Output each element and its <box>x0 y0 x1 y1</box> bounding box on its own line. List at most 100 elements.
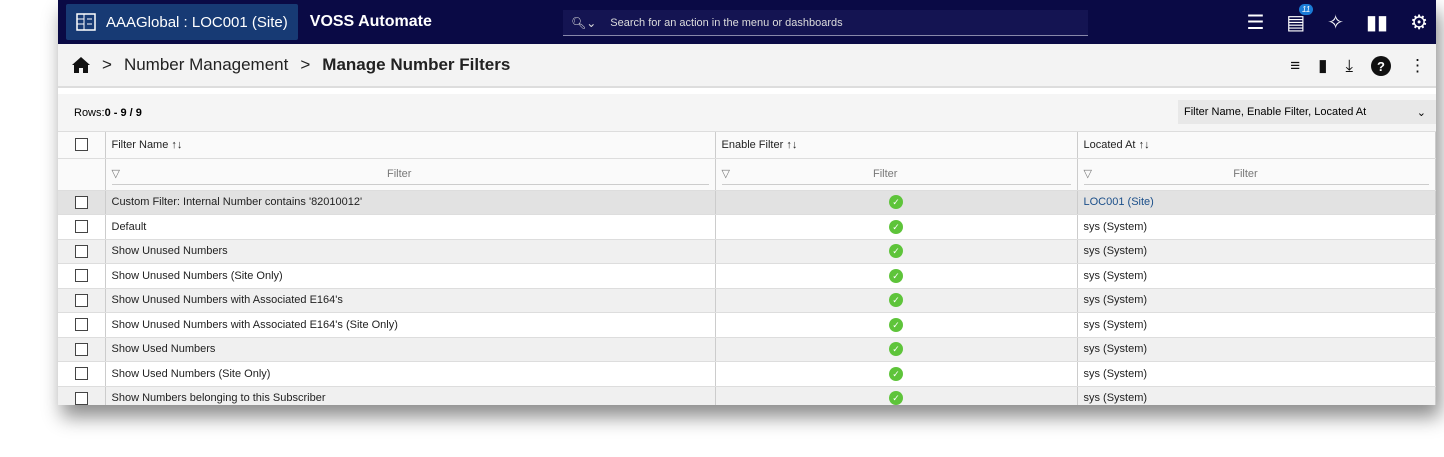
filter-name-cell[interactable]: Show Used Numbers (Site Only) <box>105 361 716 387</box>
list-numbered-icon[interactable]: ☰ <box>1246 11 1265 34</box>
check-circle-icon: ✓ <box>889 342 903 357</box>
rows-bar: Rows: 0 - 9 / 9 Filter Name, Enable Filt… <box>58 94 1436 132</box>
chevron-down-icon[interactable]: ⌄ <box>1416 106 1426 119</box>
sort-icon[interactable]: ↑↓ <box>786 138 798 151</box>
row-checkbox[interactable] <box>74 220 88 234</box>
trash-icon[interactable]: ▮ <box>1318 56 1328 75</box>
enable-filter-cell: ✓ <box>715 190 1078 215</box>
breadcrumb-number-management[interactable]: Number Management <box>123 55 289 74</box>
table-row[interactable]: Show Numbers belonging to this Subscribe… <box>58 386 1436 405</box>
page-title: Manage Number Filters <box>322 55 511 74</box>
column-selector[interactable]: Filter Name, Enable Filter, Located At ⌄ <box>1178 100 1436 124</box>
book-icon[interactable]: ▮▮ <box>1366 11 1389 34</box>
table-row[interactable]: Show Unused Numbers with Associated E164… <box>58 312 1436 338</box>
app-window: AAAGlobal : LOC001 (Site) VOSS Automate … <box>58 0 1436 405</box>
row-checkbox[interactable] <box>74 367 88 381</box>
enable-filter-cell: ✓ <box>715 214 1078 240</box>
located-at-cell: sys (System) <box>1083 245 1148 258</box>
filter-name-cell[interactable]: Show Unused Numbers with Associated E164… <box>105 312 716 338</box>
enable-filter-input[interactable]: ▽ Filter <box>721 163 1071 185</box>
filter-lines-icon[interactable]: ≡ <box>1290 56 1301 75</box>
filter-name-cell[interactable]: Show Unused Numbers (Site Only) <box>105 263 716 289</box>
filter-name-cell[interactable]: Show Numbers belonging to this Subscribe… <box>105 386 716 405</box>
column-header-enable-filter[interactable]: Enable Filter ↑↓ <box>715 132 1078 159</box>
located-at-cell: sys (System) <box>1083 343 1148 356</box>
funnel-icon[interactable]: ▽ <box>111 168 120 180</box>
check-circle-icon: ✓ <box>889 366 903 381</box>
table-row[interactable]: Show Unused Numbers ✓ sys (System) <box>58 239 1436 264</box>
row-checkbox[interactable] <box>74 293 88 307</box>
help-icon[interactable]: ? <box>1371 56 1391 76</box>
filter-row: ▽ Filter ▽ Filter ▽ Filter <box>58 158 1436 191</box>
rows-count: 0 - 9 / 9 <box>104 106 142 119</box>
enable-filter-cell: ✓ <box>715 263 1078 289</box>
select-all-checkbox[interactable] <box>74 138 88 152</box>
sort-icon[interactable]: ↑↓ <box>171 138 183 151</box>
context-selector[interactable]: AAAGlobal : LOC001 (Site) <box>66 4 298 40</box>
enable-filter-cell: ✓ <box>715 361 1078 387</box>
row-checkbox[interactable] <box>74 269 88 283</box>
top-bar: AAAGlobal : LOC001 (Site) VOSS Automate … <box>58 0 1436 44</box>
filter-name-input[interactable]: ▽ Filter <box>111 163 709 185</box>
enable-filter-cell: ✓ <box>715 312 1078 338</box>
table-row[interactable]: Show Used Numbers (Site Only) ✓ sys (Sys… <box>58 361 1436 387</box>
located-at-cell: sys (System) <box>1083 318 1148 331</box>
column-header-located-at[interactable]: Located At ↑↓ <box>1077 132 1436 159</box>
located-at-link[interactable]: LOC001 (Site) <box>1083 196 1154 209</box>
table-row[interactable]: Default ✓ sys (System) <box>58 214 1436 240</box>
gear-icon[interactable]: ⚙ <box>1410 11 1428 34</box>
breadcrumb: > Number Management > Manage Number Filt… <box>58 44 1436 88</box>
download-icon[interactable]: ⤓ <box>1345 56 1353 75</box>
row-checkbox[interactable] <box>74 244 88 258</box>
chat-icon[interactable]: ▤ 11 <box>1286 3 1314 35</box>
located-at-cell: sys (System) <box>1083 367 1148 380</box>
rows-label: Rows: <box>74 106 105 119</box>
check-circle-icon: ✓ <box>889 219 903 234</box>
enable-filter-cell: ✓ <box>715 337 1078 362</box>
row-checkbox[interactable] <box>74 195 88 209</box>
notification-badge: 11 <box>1298 3 1314 15</box>
located-at-cell: sys (System) <box>1083 392 1148 405</box>
table-row[interactable]: Show Unused Numbers with Associated E164… <box>58 288 1436 313</box>
breadcrumb-separator: > <box>300 55 311 74</box>
check-circle-icon: ✓ <box>889 317 903 332</box>
row-checkbox[interactable] <box>74 391 88 405</box>
check-circle-icon: ✓ <box>889 293 903 308</box>
search-icon[interactable]: 🔍︎⌄ <box>571 15 597 30</box>
brand-title: VOSS Automate <box>309 13 432 30</box>
filters-table: Filter Name ↑↓ Enable Filter ↑↓ Located … <box>58 132 1436 405</box>
funnel-icon[interactable]: ▽ <box>1083 168 1092 180</box>
column-selector-value: Filter Name, Enable Filter, Located At <box>1184 106 1367 118</box>
more-vert-icon[interactable]: ⋮ <box>1409 56 1426 75</box>
sort-icon[interactable]: ↑↓ <box>1138 138 1150 151</box>
filter-name-cell[interactable]: Default <box>105 214 716 240</box>
home-icon[interactable] <box>72 57 90 73</box>
building-icon <box>76 13 96 31</box>
enable-filter-cell: ✓ <box>715 239 1078 264</box>
filter-name-cell[interactable]: Show Unused Numbers with Associated E164… <box>105 288 716 313</box>
check-circle-icon: ✓ <box>889 244 903 259</box>
check-circle-icon: ✓ <box>889 195 903 210</box>
context-label: AAAGlobal : LOC001 (Site) <box>106 13 288 31</box>
breadcrumb-separator: > <box>102 55 112 74</box>
enable-filter-cell: ✓ <box>715 386 1078 405</box>
row-checkbox[interactable] <box>74 318 88 332</box>
filter-name-cell[interactable]: Custom Filter: Internal Number contains … <box>105 190 716 215</box>
check-circle-icon: ✓ <box>889 391 903 405</box>
row-checkbox[interactable] <box>74 342 88 356</box>
header-row: Filter Name ↑↓ Enable Filter ↑↓ Located … <box>58 132 1436 159</box>
table-row[interactable]: Show Used Numbers ✓ sys (System) <box>58 337 1436 362</box>
filter-name-cell[interactable]: Show Used Numbers <box>105 337 716 362</box>
check-circle-icon: ✓ <box>889 268 903 283</box>
located-at-cell: sys (System) <box>1083 269 1148 282</box>
search-placeholder: Search for an action in the menu or dash… <box>610 16 843 29</box>
search-input[interactable]: 🔍︎⌄ Search for an action in the menu or … <box>563 10 1088 36</box>
enable-filter-cell: ✓ <box>715 288 1078 313</box>
table-row[interactable]: Show Unused Numbers (Site Only) ✓ sys (S… <box>58 263 1436 289</box>
sparkle-icon[interactable]: ✧ <box>1327 11 1345 34</box>
located-at-input[interactable]: ▽ Filter <box>1083 163 1429 185</box>
column-header-filter-name[interactable]: Filter Name ↑↓ <box>105 132 716 159</box>
table-row[interactable]: Custom Filter: Internal Number contains … <box>58 190 1436 215</box>
funnel-icon[interactable]: ▽ <box>721 168 730 180</box>
filter-name-cell[interactable]: Show Unused Numbers <box>105 239 716 264</box>
